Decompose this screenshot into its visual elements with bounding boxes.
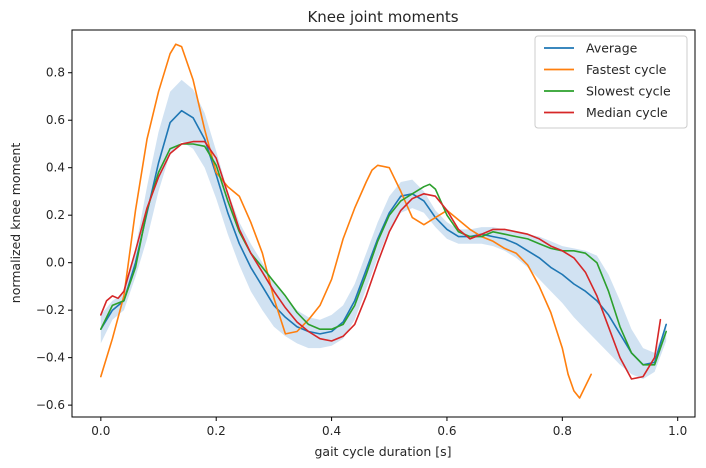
x-tick-label: 0.6 [437,424,456,438]
legend: Average Fastest cycle Slowest cycle Median … [534,35,688,129]
y-axis-title: normalized knee moment [8,143,23,304]
y-tick-label: −0.4 [36,351,65,365]
y-tick-label: −0.2 [36,303,65,317]
x-tick-label: 0.4 [322,424,341,438]
y-tick-label: 0.8 [46,66,65,80]
y-tick-label: 0.4 [46,161,65,175]
x-axis-title: gait cycle duration [s] [314,444,451,459]
x-tick-label: 0.0 [91,424,110,438]
x-tick-label: 0.8 [553,424,572,438]
y-tick-label: 0.0 [46,256,65,270]
y-tick-label: 0.2 [46,208,65,222]
y-tick-label: 0.6 [46,113,65,127]
chart-title: Knee joint moments [307,8,458,26]
plot-frame [71,29,696,418]
legend-box [534,35,688,129]
series-line-1 [100,43,593,399]
series-line-2 [100,143,668,366]
x-tick-label: 0.2 [207,424,226,438]
legend-label: Fastest cycle [586,62,667,77]
x-axis: 0.0 0.2 0.4 0.6 0.8 1.0 [91,417,687,438]
y-tick-label: −0.6 [36,398,65,412]
series-layer [100,43,668,399]
x-tick-label: 1.0 [668,424,687,438]
y-axis: −0.6 −0.4 −0.2 0.0 0.2 0.4 0.6 0.8 [36,66,72,412]
legend-label: Slowest cycle [586,84,671,99]
series-line-0 [100,109,668,366]
series-line-3 [100,140,662,380]
legend-label: Median cycle [586,105,668,120]
legend-label: Average [586,41,638,56]
